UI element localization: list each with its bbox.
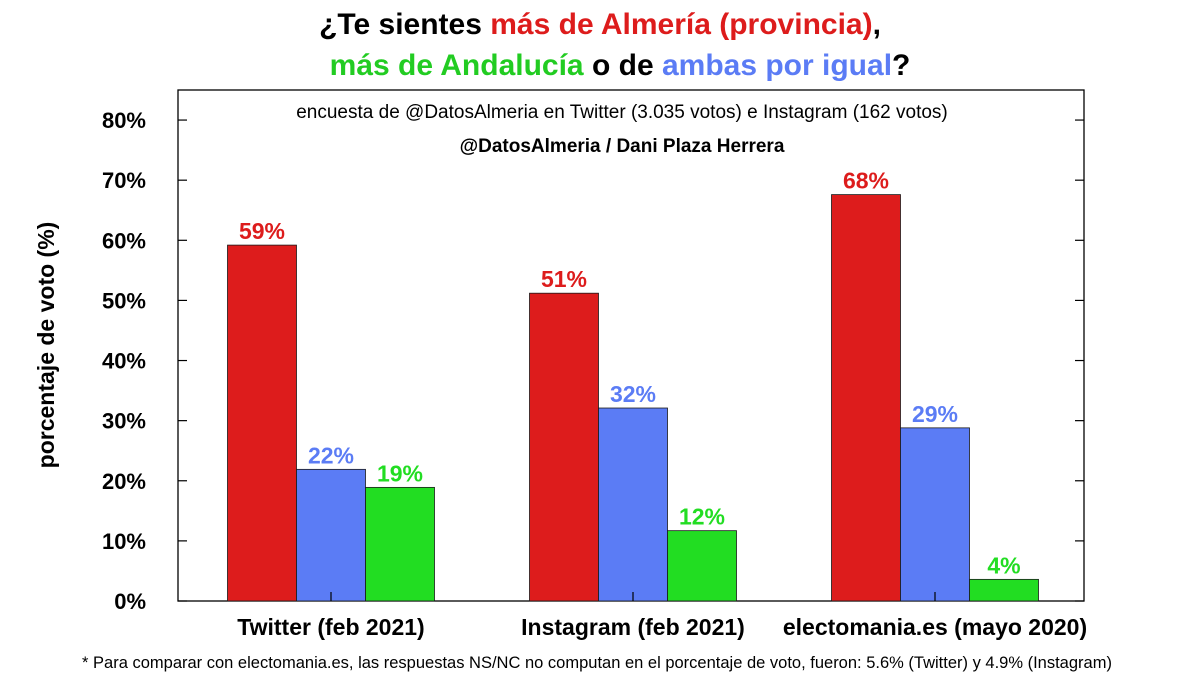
title-segment: ¿Te sientes: [319, 8, 490, 41]
bar: [227, 244, 297, 602]
data-label: 68%: [843, 168, 889, 194]
bar: [365, 486, 435, 602]
title-segment: más de Almería (provincia): [490, 8, 872, 41]
y-tick-label: 60%: [102, 228, 146, 253]
category-label: Instagram (feb 2021): [521, 614, 745, 640]
bar: [296, 468, 366, 602]
data-label: 29%: [912, 401, 958, 427]
y-tick-label: 80%: [102, 108, 146, 133]
footnote: * Para comparar con electomania.es, las …: [82, 654, 1112, 672]
category-label: electomania.es (mayo 2020): [783, 614, 1087, 640]
data-label: 32%: [610, 381, 656, 407]
y-tick-label: 50%: [102, 288, 146, 313]
bars: 59% 22% 19% 51% 32% 12% 68% 29% 4%: [227, 168, 1039, 602]
data-label: 12%: [679, 504, 725, 530]
chart-title-line2: más de Andalucía o de ambas por igual?: [330, 49, 911, 82]
y-axis: 0% 10% 20% 30% 40% 50% 60% 70% 80%: [102, 108, 1084, 614]
category-label: Twitter (feb 2021): [237, 614, 424, 640]
title-segment: ,: [873, 8, 881, 41]
chart-credit: @DatosAlmeria / Dani Plaza Herrera: [460, 136, 785, 157]
chart-subtitle: encuesta de @DatosAlmeria en Twitter (3.…: [296, 102, 948, 123]
title-segment: ambas por igual: [662, 49, 892, 82]
bar: [529, 292, 599, 602]
bar: [969, 578, 1039, 602]
data-label: 22%: [308, 442, 354, 468]
bar: [667, 530, 737, 602]
data-label: 59%: [239, 218, 285, 244]
title-segment: o de: [584, 49, 662, 82]
bar: [598, 407, 668, 602]
y-tick-label: 0%: [114, 589, 146, 614]
y-tick-label: 40%: [102, 349, 146, 374]
data-label: 51%: [541, 266, 587, 292]
data-label: 19%: [377, 460, 423, 486]
bar: [900, 427, 970, 602]
y-tick-label: 30%: [102, 409, 146, 434]
data-label: 4%: [987, 552, 1020, 578]
bar: [831, 194, 901, 602]
x-axis: Twitter (feb 2021) Instagram (feb 2021) el…: [237, 592, 1087, 640]
y-tick-label: 20%: [102, 469, 146, 494]
y-axis-label: porcentaje de voto (%): [33, 222, 59, 469]
chart-title-line1: ¿Te sientes más de Almería (provincia),: [319, 8, 881, 41]
y-tick-label: 70%: [102, 168, 146, 193]
y-tick-label: 10%: [102, 529, 146, 554]
title-segment: más de Andalucía: [330, 49, 584, 82]
title-segment: ?: [892, 49, 910, 82]
